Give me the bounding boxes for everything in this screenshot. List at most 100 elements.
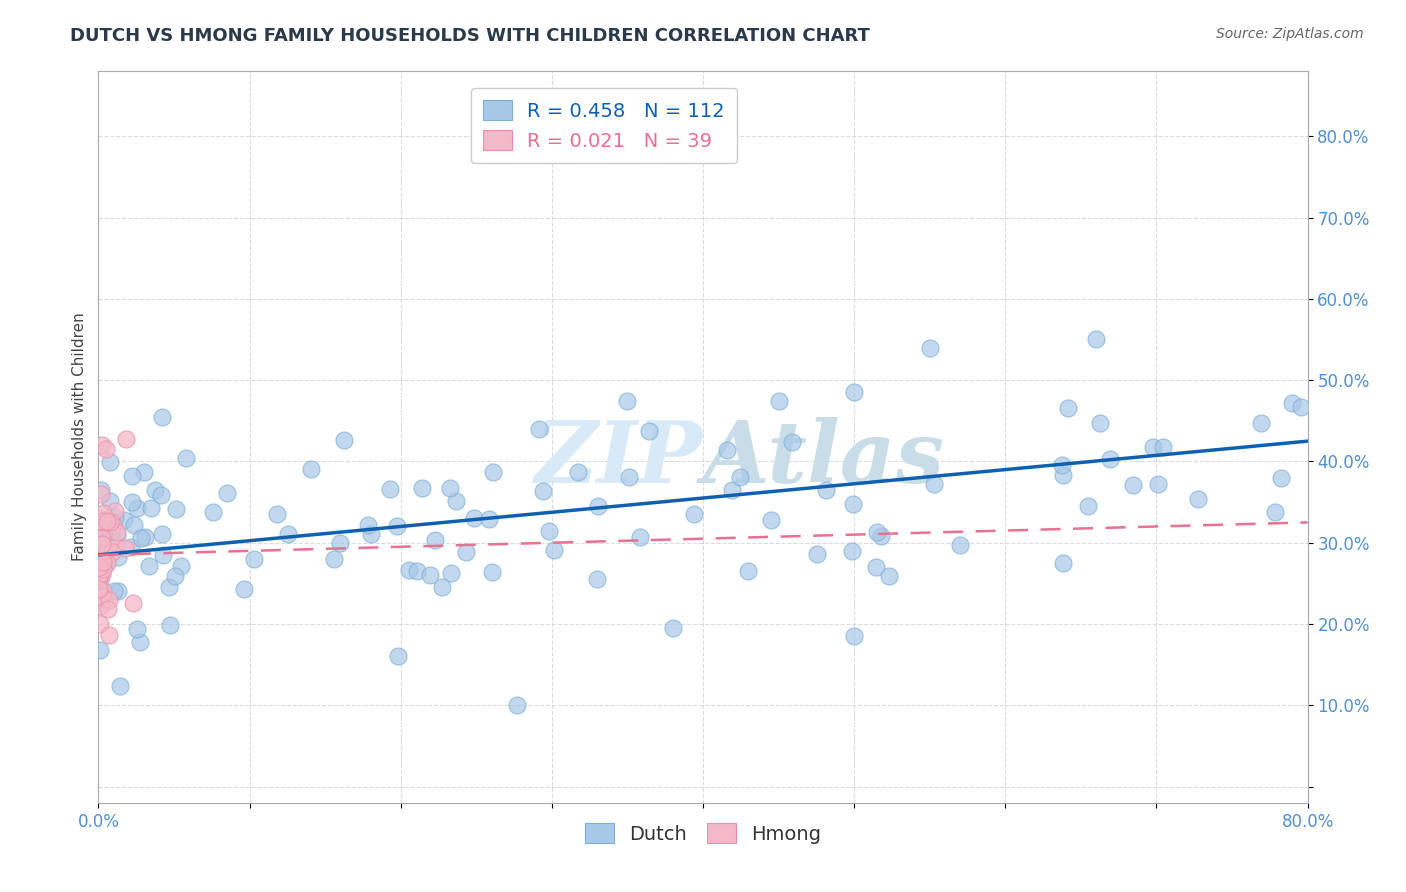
Text: Atlas: Atlas xyxy=(703,417,945,500)
Point xyxy=(1264,505,1286,519)
Point xyxy=(150,488,173,502)
Point xyxy=(107,584,129,599)
Point xyxy=(398,562,420,576)
Point xyxy=(89,617,111,632)
Point xyxy=(378,482,401,496)
Point xyxy=(266,508,288,522)
Point xyxy=(918,341,941,355)
Point xyxy=(174,450,197,465)
Point xyxy=(150,527,173,541)
Point xyxy=(730,470,752,484)
Point xyxy=(430,581,453,595)
Point xyxy=(454,545,477,559)
Point xyxy=(127,501,149,516)
Point xyxy=(1152,441,1174,455)
Point xyxy=(1077,499,1099,513)
Point xyxy=(90,566,112,581)
Point xyxy=(90,558,112,572)
Point xyxy=(1057,401,1080,415)
Point xyxy=(661,621,683,635)
Point xyxy=(806,547,828,561)
Text: DUTCH VS HMONG FAMILY HOUSEHOLDS WITH CHILDREN CORRELATION CHART: DUTCH VS HMONG FAMILY HOUSEHOLDS WITH CH… xyxy=(70,27,870,45)
Point xyxy=(89,533,111,547)
Point xyxy=(385,518,408,533)
Point xyxy=(478,512,501,526)
Point xyxy=(120,540,142,554)
Point xyxy=(90,599,112,613)
Point xyxy=(98,494,121,508)
Point xyxy=(121,494,143,508)
Point xyxy=(89,535,111,549)
Point xyxy=(423,533,446,547)
Point xyxy=(89,568,111,582)
Point xyxy=(814,483,837,497)
Point xyxy=(543,542,565,557)
Point xyxy=(1281,395,1303,409)
Point xyxy=(98,515,121,529)
Point xyxy=(89,517,111,532)
Point xyxy=(360,527,382,541)
Point xyxy=(90,537,112,551)
Point xyxy=(406,565,429,579)
Point xyxy=(322,552,344,566)
Point xyxy=(616,393,638,408)
Text: ZIP: ZIP xyxy=(536,417,703,500)
Point xyxy=(94,545,117,559)
Point xyxy=(128,635,150,649)
Point xyxy=(93,558,115,572)
Point xyxy=(104,504,127,518)
Point xyxy=(439,481,461,495)
Point xyxy=(440,566,463,580)
Point xyxy=(165,569,187,583)
Point xyxy=(1270,471,1292,485)
Point xyxy=(529,421,551,435)
Point xyxy=(96,514,118,528)
Point xyxy=(90,483,112,497)
Point xyxy=(277,527,299,541)
Point xyxy=(922,477,945,491)
Point xyxy=(129,532,152,546)
Point xyxy=(1098,452,1121,467)
Point xyxy=(841,497,863,511)
Y-axis label: Family Households with Children: Family Households with Children xyxy=(72,313,87,561)
Point xyxy=(844,385,866,400)
Point xyxy=(720,483,742,497)
Point xyxy=(1289,400,1312,414)
Point xyxy=(1085,332,1108,346)
Point xyxy=(617,470,640,484)
Point xyxy=(481,465,503,479)
Point xyxy=(89,560,111,574)
Point xyxy=(91,552,114,566)
Point xyxy=(157,580,180,594)
Point xyxy=(877,569,900,583)
Point xyxy=(506,698,529,713)
Point xyxy=(87,568,110,582)
Point xyxy=(150,410,173,425)
Point xyxy=(768,393,790,408)
Point xyxy=(152,548,174,562)
Point xyxy=(96,556,118,570)
Point xyxy=(637,424,659,438)
Point xyxy=(90,568,112,582)
Point xyxy=(299,462,322,476)
Point xyxy=(759,513,782,527)
Point xyxy=(114,541,136,555)
Point xyxy=(1050,458,1073,472)
Point xyxy=(101,545,124,559)
Point xyxy=(89,574,111,589)
Point xyxy=(243,551,266,566)
Point xyxy=(1142,440,1164,454)
Point xyxy=(94,442,117,456)
Point xyxy=(169,558,191,573)
Point xyxy=(1052,467,1074,482)
Point xyxy=(114,432,136,446)
Point xyxy=(122,518,145,533)
Legend: Dutch, Hmong: Dutch, Hmong xyxy=(576,815,830,852)
Point xyxy=(107,549,129,564)
Point xyxy=(586,572,609,586)
Point xyxy=(1122,478,1144,492)
Point xyxy=(90,487,112,501)
Point xyxy=(89,511,111,525)
Point xyxy=(586,500,609,514)
Point xyxy=(165,502,187,516)
